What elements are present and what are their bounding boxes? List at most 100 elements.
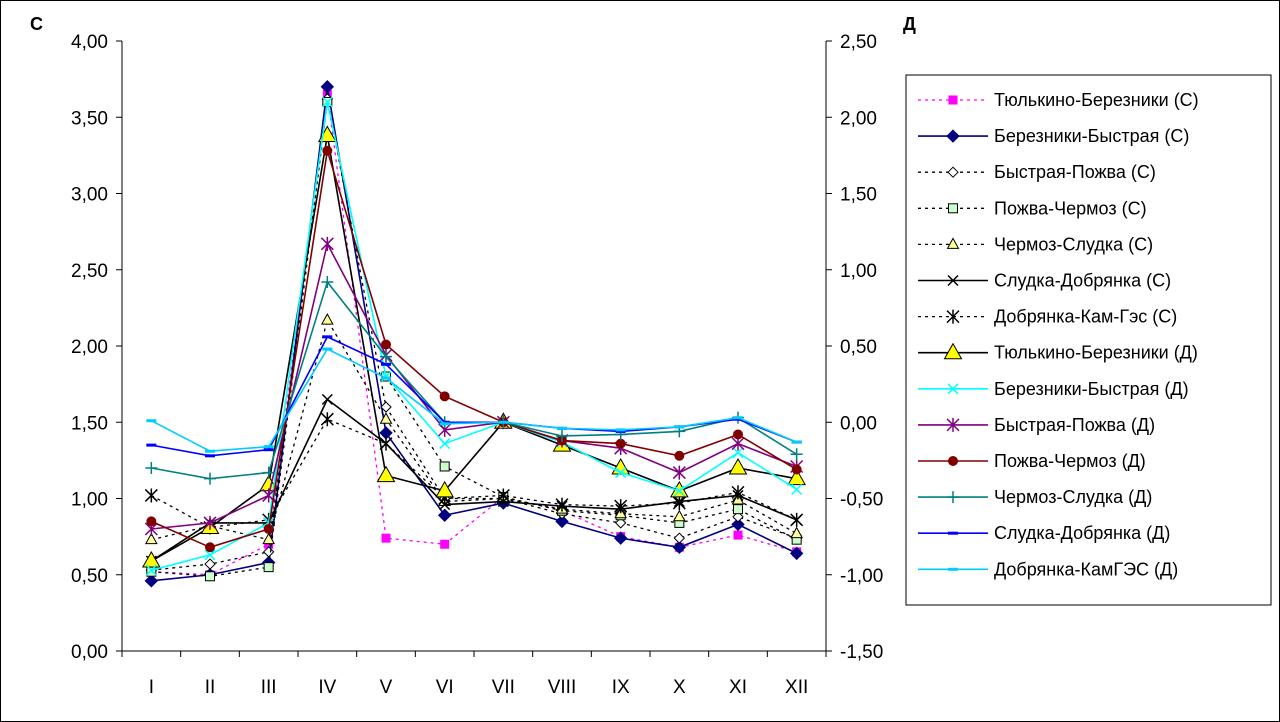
legend-item: Быстрая-Пожва (С) xyxy=(918,162,1156,182)
legend-label: Быстрая-Пожва (Д) xyxy=(994,415,1155,435)
data-point xyxy=(440,539,450,549)
data-point xyxy=(613,531,628,545)
data-point xyxy=(615,428,626,432)
x-tick-label: II xyxy=(205,677,216,698)
data-point xyxy=(557,426,567,430)
series-14 xyxy=(146,347,802,453)
data-point xyxy=(380,350,392,363)
series-line xyxy=(151,241,797,530)
data-point xyxy=(731,517,745,532)
series-line xyxy=(151,335,797,457)
left-tick-label: 1,00 xyxy=(71,490,108,511)
data-point xyxy=(205,454,215,458)
legend-item: Березники-Быстрая (С) xyxy=(918,126,1189,146)
legend-label: Чермоз-Слудка (Д) xyxy=(994,487,1152,507)
series-12 xyxy=(145,275,803,485)
left-tick-label: 0,50 xyxy=(71,566,108,587)
data-point xyxy=(556,429,568,442)
data-point xyxy=(262,466,275,479)
series-11 xyxy=(146,145,802,553)
data-point xyxy=(733,530,743,540)
series-2 xyxy=(144,80,804,588)
legend-label: Чермоз-Слудка (С) xyxy=(994,234,1153,254)
x-tick-label: V xyxy=(380,677,393,698)
data-point xyxy=(496,488,510,503)
data-point xyxy=(733,429,743,440)
left-tick-label: 0,00 xyxy=(71,642,108,663)
right-tick-label: -0,50 xyxy=(840,490,883,511)
data-point xyxy=(733,416,743,420)
right-tick-label: 1,00 xyxy=(840,261,877,282)
data-point xyxy=(439,391,450,402)
data-point xyxy=(379,436,393,451)
data-point xyxy=(555,497,569,512)
data-point xyxy=(673,485,685,497)
data-point xyxy=(146,419,157,423)
legend-item: Слудка-Добрянка (С) xyxy=(918,271,1171,291)
data-point xyxy=(263,562,274,573)
series-line xyxy=(151,101,797,577)
x-tick-label: I xyxy=(149,677,154,698)
left-tick-label: 2,50 xyxy=(71,261,108,282)
data-point xyxy=(672,540,687,555)
data-point xyxy=(204,549,216,561)
data-point xyxy=(435,480,455,498)
legend-item: Чермоз-Слудка (С) xyxy=(918,234,1153,254)
data-point xyxy=(146,443,157,447)
data-point xyxy=(790,512,804,527)
legend-label: Березники-Быстрая (С) xyxy=(994,126,1189,146)
legend-label: Добрянка-Кам-Гэс (С) xyxy=(994,307,1177,327)
data-point xyxy=(790,526,804,539)
data-point xyxy=(204,558,216,570)
data-point xyxy=(263,448,274,452)
data-point xyxy=(789,546,804,561)
right-tick-label: -1,50 xyxy=(840,642,883,663)
data-point xyxy=(437,508,452,522)
data-point xyxy=(322,335,333,339)
data-point xyxy=(380,401,392,413)
right-tick-label: -1,00 xyxy=(840,566,883,587)
series-line xyxy=(151,150,798,549)
x-tick-label: XII xyxy=(785,677,808,698)
data-point xyxy=(144,532,158,545)
series-10 xyxy=(144,236,804,536)
data-point xyxy=(439,461,450,472)
series-6 xyxy=(145,393,803,567)
series-line xyxy=(151,418,797,529)
data-point xyxy=(145,462,158,474)
data-point xyxy=(791,483,803,495)
data-point xyxy=(381,339,391,350)
data-point xyxy=(733,417,743,421)
right-tick-label: 0,50 xyxy=(840,337,877,358)
legend-item: Слудка-Добрянка (Д) xyxy=(918,523,1170,543)
data-point xyxy=(615,429,626,433)
data-point xyxy=(439,438,451,450)
data-point xyxy=(674,450,685,461)
data-point xyxy=(205,449,215,453)
data-point xyxy=(262,532,276,545)
legend-label: Березники-Быстрая (Д) xyxy=(994,379,1189,399)
series-line xyxy=(150,135,797,562)
left-tick-label: 2,00 xyxy=(71,337,108,358)
series-line xyxy=(151,98,797,571)
right-tick-label: 2,00 xyxy=(840,108,877,129)
x-tick-label: IV xyxy=(318,677,336,698)
data-point xyxy=(614,517,627,529)
data-point xyxy=(381,533,391,543)
data-point xyxy=(321,275,334,288)
data-point xyxy=(322,347,333,351)
right-tick-label: 0,00 xyxy=(840,413,877,434)
legend-label: Тюлькино-Березники (С) xyxy=(994,90,1199,110)
data-point xyxy=(672,465,686,480)
left-tick-label: 3,50 xyxy=(71,108,108,129)
legend-item: Добрянка-Кам-Гэс (С) xyxy=(918,307,1177,327)
series-7 xyxy=(144,412,804,535)
legend: Тюлькино-Березники (С) Березники-Быстрая … xyxy=(905,74,1272,606)
data-point xyxy=(263,524,274,534)
data-point xyxy=(145,564,157,576)
legend-item: Тюлькино-Березники (Д) xyxy=(918,342,1198,363)
data-point xyxy=(674,425,685,429)
left-axis-title: С xyxy=(30,14,43,34)
data-point xyxy=(439,422,450,426)
data-point xyxy=(321,96,333,108)
